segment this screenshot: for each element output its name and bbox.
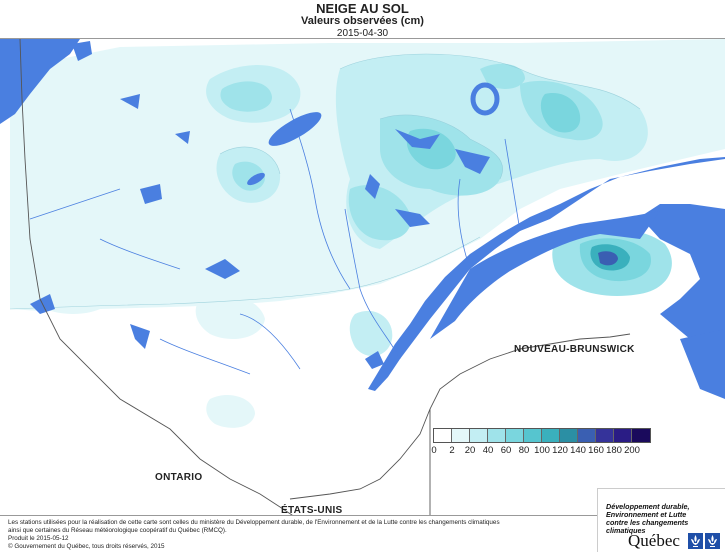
legend-tick-label: 160 (588, 445, 604, 456)
label-etats-unis: ÉTATS-UNIS (281, 505, 343, 516)
legend-swatch (470, 429, 488, 442)
footer: Les stations utilisées pour la réalisati… (0, 516, 725, 552)
logo-wordmark: Québec (628, 531, 680, 550)
footer-copyright: © Gouvernement du Québec, tous droits ré… (8, 543, 165, 550)
legend-swatch (524, 429, 542, 442)
legend-swatch (434, 429, 452, 442)
snow-depth-map (0, 38, 725, 516)
legend-tick-label: 2 (449, 445, 455, 456)
logo-line3: contre les changements (606, 518, 689, 527)
map-date: 2015-04-30 (336, 28, 389, 39)
legend-ticks: 0 2 20 40 60 80 100 120 140 160 180 200 (431, 445, 673, 457)
legend-tick-label: 100 (534, 445, 550, 456)
snow-contours (10, 39, 725, 428)
label-nouveau-brunswick: NOUVEAU-BRUNSWICK (514, 344, 635, 355)
legend-swatch (614, 429, 632, 442)
logo-line1: Développement durable, (606, 502, 690, 511)
logo-ministry-text: Développement durable, Environnement et … (606, 503, 689, 535)
legend-swatch (506, 429, 524, 442)
borders (19, 39, 631, 515)
color-legend: 0 2 20 40 60 80 100 120 140 160 180 200 (431, 428, 663, 460)
legend-swatch (542, 429, 560, 442)
map-title: NEIGE AU SOL (316, 1, 409, 16)
fleur-de-lis-icon (688, 533, 703, 549)
contour-lines (9, 53, 641, 310)
map-canvas (0, 39, 725, 515)
fleur-de-lis-icon (705, 533, 720, 549)
water-bodies (0, 39, 725, 399)
legend-swatch (488, 429, 506, 442)
logo-line4: climatiques (606, 526, 646, 535)
legend-swatch (560, 429, 578, 442)
legend-swatch (578, 429, 596, 442)
legend-tick-label: 140 (570, 445, 586, 456)
legend-swatch (632, 429, 650, 442)
legend-swatch (452, 429, 470, 442)
legend-tick-label: 20 (464, 445, 476, 456)
legend-tick-label: 0 (431, 445, 437, 456)
legend-tick-label: 80 (518, 445, 530, 456)
legend-tick-label: 180 (606, 445, 622, 456)
legend-tick-label: 60 (500, 445, 512, 456)
rivers (29, 108, 521, 375)
label-ontario: ONTARIO (155, 472, 203, 483)
footer-note-line1: Les stations utilisées pour la réalisati… (8, 519, 500, 526)
footer-note-line2: ainsi que certaines du Réseau météorolog… (8, 527, 227, 534)
legend-tick-label: 120 (552, 445, 568, 456)
legend-tick-label: 200 (624, 445, 640, 456)
quebec-logo: Développement durable, Environnement et … (597, 488, 725, 552)
footer-produced: Produit le 2015-05-12 (8, 535, 69, 542)
legend-tick-label: 40 (482, 445, 494, 456)
legend-swatch (596, 429, 614, 442)
logo-line2: Environnement et Lutte (606, 510, 687, 519)
map-subtitle: Valeurs observées (cm) (301, 15, 424, 27)
legend-swatches (433, 428, 651, 443)
